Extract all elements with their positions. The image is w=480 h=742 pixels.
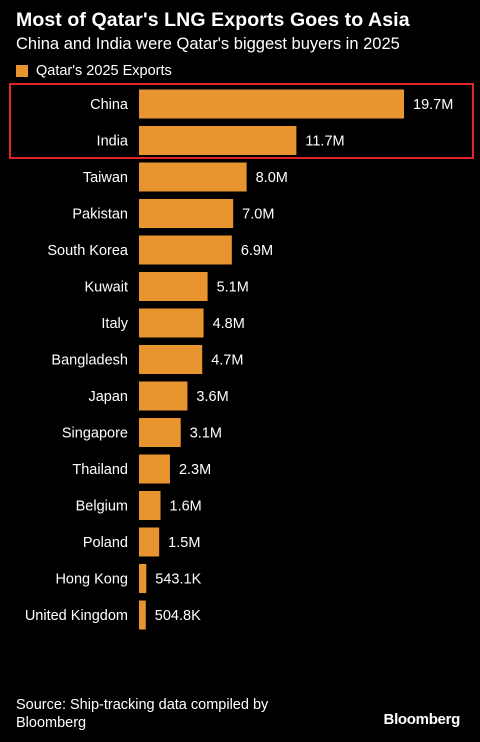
legend-label: Qatar's 2025 Exports	[36, 63, 172, 79]
bar-poland	[139, 527, 160, 557]
chart-subtitle: China and India were Qatar's biggest buy…	[16, 35, 400, 53]
category-label-pakistan: Pakistan	[72, 207, 128, 223]
bar-pakistan	[139, 199, 234, 228]
value-label-united-kingdom: 504.8K	[155, 608, 201, 624]
category-label-hong-kong: Hong Kong	[55, 572, 128, 588]
category-label-south-korea: South Korea	[47, 243, 129, 259]
chart-title: Most of Qatar's LNG Exports Goes to Asia	[16, 9, 410, 31]
value-label-belgium: 1.6M	[170, 499, 202, 515]
value-label-thailand: 2.3M	[179, 462, 211, 478]
value-label-china: 19.7M	[413, 97, 453, 113]
highlight-box	[9, 83, 474, 159]
category-label-singapore: Singapore	[62, 426, 128, 442]
category-label-china: China	[90, 97, 129, 113]
category-label-taiwan: Taiwan	[83, 170, 128, 186]
source-note: Source: Ship-tracking data compiled by B…	[16, 697, 269, 731]
bar-chart: China 19.7M India 11.7M Taiwan 8.0M Pakistan 7.…	[25, 89, 453, 630]
value-label-kuwait: 5.1M	[217, 280, 249, 296]
chart-legend: Qatar's 2025 Exports	[16, 62, 172, 80]
value-label-singapore: 3.1M	[190, 426, 222, 442]
bar-south-korea	[139, 235, 232, 265]
value-label-south-korea: 6.9M	[241, 243, 273, 259]
bar-italy	[139, 308, 204, 338]
category-label-kuwait: Kuwait	[84, 280, 128, 296]
value-label-hong-kong: 543.1K	[155, 572, 201, 588]
value-label-pakistan: 7.0M	[242, 207, 274, 223]
value-label-poland: 1.5M	[168, 535, 200, 551]
category-label-italy: Italy	[101, 316, 128, 332]
bar-bangladesh	[139, 345, 203, 374]
value-label-italy: 4.8M	[213, 316, 245, 332]
bar-thailand	[139, 454, 170, 484]
value-label-japan: 3.6M	[196, 389, 228, 405]
bloomberg-logo: Bloomberg	[383, 711, 461, 728]
bar-hong-kong	[139, 564, 147, 593]
category-label-united-kingdom: United Kingdom	[25, 608, 128, 624]
category-label-japan: Japan	[88, 389, 128, 405]
bar-belgium	[139, 491, 161, 520]
category-label-thailand: Thailand	[72, 462, 128, 478]
value-label-bangladesh: 4.7M	[211, 353, 243, 369]
bar-kuwait	[139, 272, 208, 301]
bar-united-kingdom	[139, 600, 146, 630]
category-label-bangladesh: Bangladesh	[51, 353, 128, 369]
value-label-taiwan: 8.0M	[256, 170, 288, 186]
category-label-belgium: Belgium	[76, 499, 128, 515]
bar-japan	[139, 381, 188, 411]
bar-taiwan	[139, 162, 247, 192]
category-label-india: India	[97, 134, 129, 150]
value-label-india: 11.7M	[305, 134, 344, 150]
bar-singapore	[139, 418, 181, 447]
bar-india	[139, 126, 297, 155]
category-label-poland: Poland	[83, 535, 128, 551]
bar-china	[139, 89, 404, 119]
legend-swatch	[16, 65, 28, 77]
